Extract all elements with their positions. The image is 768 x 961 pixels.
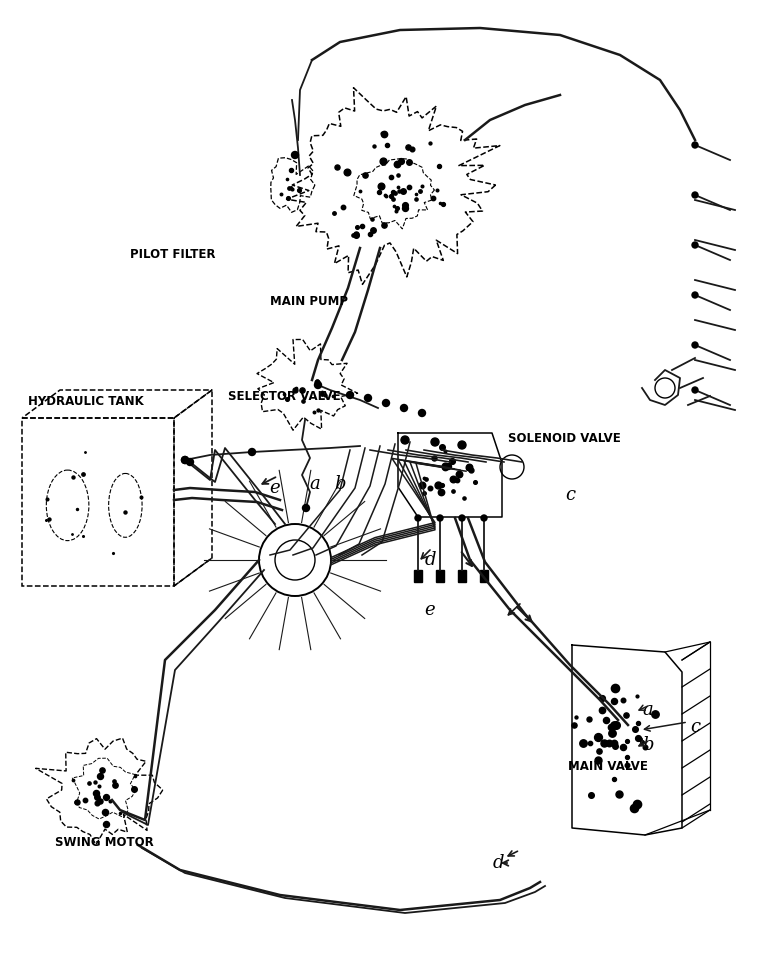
Text: e: e: [270, 479, 280, 497]
Circle shape: [382, 400, 389, 407]
Circle shape: [187, 458, 194, 465]
Circle shape: [692, 387, 698, 393]
Circle shape: [303, 505, 310, 511]
Text: c: c: [565, 486, 575, 504]
Bar: [22, 418, 174, 586]
Circle shape: [292, 152, 299, 159]
Circle shape: [346, 391, 353, 399]
Circle shape: [415, 515, 421, 521]
Circle shape: [692, 242, 698, 248]
Text: b: b: [642, 736, 654, 754]
Text: SOLENOID VALVE: SOLENOID VALVE: [508, 432, 621, 445]
Bar: [436, 570, 444, 582]
Circle shape: [401, 436, 409, 444]
Circle shape: [459, 515, 465, 521]
Circle shape: [249, 449, 256, 456]
Text: SWING MOTOR: SWING MOTOR: [55, 836, 154, 849]
Text: b: b: [334, 475, 346, 493]
Text: MAIN VALVE: MAIN VALVE: [568, 760, 648, 773]
Bar: [480, 570, 488, 582]
Text: d: d: [424, 551, 435, 569]
Circle shape: [315, 382, 322, 388]
Text: c: c: [690, 718, 700, 736]
Text: HYDRAULIC TANK: HYDRAULIC TANK: [28, 395, 144, 408]
Circle shape: [481, 515, 487, 521]
Circle shape: [419, 409, 425, 416]
Bar: [414, 570, 422, 582]
Circle shape: [181, 456, 188, 463]
Circle shape: [692, 292, 698, 298]
Circle shape: [365, 395, 372, 402]
Text: a: a: [643, 701, 654, 719]
Circle shape: [431, 438, 439, 446]
Bar: [458, 570, 466, 582]
Text: e: e: [425, 601, 435, 619]
Circle shape: [400, 405, 408, 411]
Circle shape: [692, 342, 698, 348]
Circle shape: [458, 441, 466, 449]
Text: PILOT FILTER: PILOT FILTER: [130, 248, 216, 261]
Circle shape: [692, 142, 698, 148]
Circle shape: [181, 456, 188, 463]
Text: d: d: [492, 854, 504, 872]
Text: a: a: [310, 475, 320, 493]
Text: MAIN PUMP: MAIN PUMP: [270, 295, 348, 308]
Text: SELECTOR VALVE: SELECTOR VALVE: [228, 390, 341, 403]
Circle shape: [692, 192, 698, 198]
Circle shape: [437, 515, 443, 521]
